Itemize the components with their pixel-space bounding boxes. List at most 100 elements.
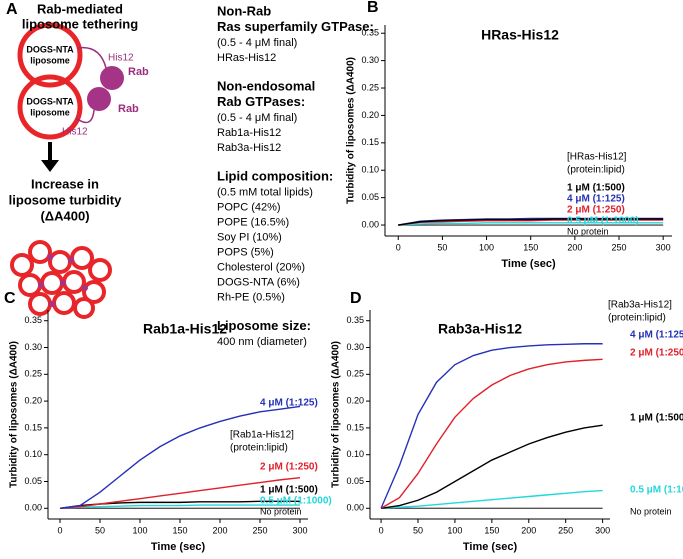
legend-label: 1 μM (1:500) [567,183,625,194]
x-tick-label: 0 [57,525,62,535]
x-tick-label: 0 [379,525,384,535]
section-item: POPC (42%) [217,201,281,213]
arrow-head [41,160,59,172]
legend-label: No protein [260,506,302,516]
legend-label: No protein [630,506,672,516]
series-line [59,504,300,509]
y-tick-label: 0.30 [346,342,364,352]
legend-label: 0.5 μM (1:1000) [260,496,332,507]
legend-label: 4 μM (1:125) [260,398,318,409]
x-tick-label: 50 [95,525,105,535]
schematic [10,22,124,319]
liposome-label: liposome [30,55,70,65]
y-tick-label: 0.00 [361,219,379,229]
x-tick-label: 0 [396,242,401,252]
series-line [398,222,664,226]
series-line [381,489,603,509]
y-tick-label: 0.10 [346,449,364,459]
y-tick-label: 0.15 [361,137,379,147]
y-axis-label: Turbidity of liposomes (ΔA400) [346,57,357,204]
legend-label: 1 μM (1:500) [630,413,683,424]
his-label: His12 [62,127,88,138]
series-line [380,343,603,509]
y-tick-label: 0.00 [24,503,42,513]
series-line [59,405,301,509]
panel-letter: D [350,290,362,307]
legend-label: 2 μM (1:250) [567,205,625,216]
liposome-label: DOGS-NTA [26,96,74,106]
linker [75,109,95,124]
legend-label: 2 μM (1:250) [630,348,683,359]
legend-title: (protein:lipid) [230,443,288,454]
y-tick-label: 0.25 [346,369,364,379]
rab-dots [38,254,88,307]
section-item: Rh-PE (0.5%) [217,291,285,303]
y-tick-label: 0.30 [24,342,42,352]
x-tick-label: 50 [437,242,447,252]
chart-title: Rab1a-His12 [143,321,227,337]
legend-title: (protein:lipid) [608,313,666,324]
result-label: (ΔA400) [40,208,89,223]
rab-label: Rab [118,103,139,115]
x-axis-label: Time (sec) [151,541,206,553]
result-label: Increase in [31,176,99,191]
y-tick-label: 0.00 [346,503,364,513]
liposome [17,74,83,140]
legend-label: 0.5 μM (1:1000) [567,216,639,227]
x-axis-label: Time (sec) [501,258,556,270]
x-tick-label: 300 [595,525,610,535]
series-line [380,358,603,509]
legend-label: 4 μM (1:125) [630,330,683,341]
x-tick-label: 200 [521,525,536,535]
series-line [398,218,664,226]
liposome-label: liposome [30,107,70,117]
section-heading: Rab GTPases: [217,94,305,109]
rab-label: Rab [128,66,149,78]
chart-title: HRas-His12 [481,27,559,43]
his-label: His12 [108,53,134,64]
linker [77,46,107,69]
legend-label: 2 μM (1:250) [260,462,318,473]
y-tick-label: 0.05 [24,476,42,486]
panel-letter: B [367,0,379,16]
x-tick-label: 300 [656,242,671,252]
section-heading: Lipid composition: [217,168,333,183]
y-tick-label: 0.20 [361,110,379,120]
x-tick-label: 200 [212,525,227,535]
x-tick-label: 150 [172,525,187,535]
y-axis-label: Turbidity of liposomes (ΔA400) [9,341,20,488]
x-tick-label: 50 [413,525,423,535]
y-tick-label: 0.15 [24,422,42,432]
panel-title: Rab-mediated [37,1,123,16]
section-item: Cholesterol (20%) [217,261,305,273]
x-tick-label: 200 [567,242,582,252]
section-heading: Non-Rab [217,3,271,18]
y-tick-label: 0.30 [361,55,379,65]
legend-title: [Rab3a-His12] [608,300,672,311]
panel-letter: C [4,290,16,307]
x-tick-label: 250 [252,525,267,535]
liposome [17,22,83,88]
x-tick-label: 150 [523,242,538,252]
legend-title: [Rab1a-His12] [230,430,294,441]
x-tick-label: 100 [132,525,147,535]
y-tick-label: 0.25 [24,369,42,379]
liposome-cluster [10,240,112,319]
section-item: POPS (5%) [217,246,274,258]
y-tick-label: 0.10 [24,449,42,459]
section-item: (0.5 - 4 μM final) [217,112,297,124]
section-item: Rab1a-His12 [217,127,281,139]
legend-label: 0.5 μM (1:1000) [630,485,683,496]
section-item: (0.5 mM total lipids) [217,186,313,198]
result-label: liposome turbidity [9,192,122,207]
y-tick-label: 0.35 [361,28,379,38]
y-axis-label: Turbidity of liposomes (ΔA400) [331,341,342,488]
x-axis-label: Time (sec) [463,541,518,553]
y-tick-label: 0.05 [346,476,364,486]
section-item: Soy PI (10%) [217,231,282,243]
section-item: HRas-His12 [217,52,276,64]
section-heading: Liposome size: [217,318,311,333]
legend-label: 1 μM (1:500) [260,485,318,496]
